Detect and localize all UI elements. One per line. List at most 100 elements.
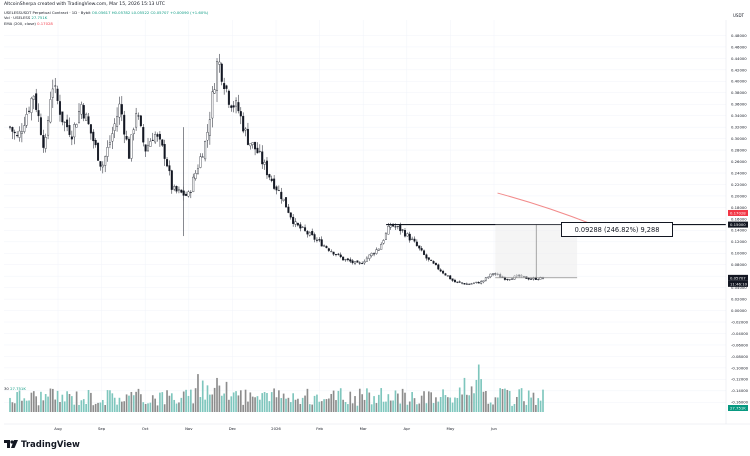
volume-bar-down (358, 388, 361, 412)
volume-bar-down (21, 400, 23, 412)
candle-up (73, 124, 76, 138)
candle-down (461, 282, 464, 284)
volume-bar-down (35, 396, 38, 412)
candle-down (287, 206, 290, 213)
candle-down (356, 260, 359, 263)
legend-symbol-row[interactable]: USELESSUSDT Perpetual Contract · 1D · By… (4, 10, 208, 15)
volume-bar-up (149, 402, 152, 412)
legend-ema-label: EMA (200, close) (4, 20, 36, 26)
candle-down (418, 245, 421, 249)
time-tick-label: Nov (185, 426, 193, 431)
candle-down (327, 248, 330, 251)
footer-brand[interactable]: TradingView (4, 438, 80, 452)
volume-bar-down (168, 395, 171, 412)
candle-up (118, 103, 121, 118)
volume-bar-down (401, 388, 404, 412)
price-badge-volume (728, 405, 748, 411)
candle-up (51, 88, 54, 98)
volume-bar-up (66, 391, 68, 412)
volume-bar-up (411, 392, 413, 412)
candle-up (406, 233, 409, 237)
volume-bar-down (94, 403, 97, 412)
candle-down (123, 114, 126, 135)
legend-ema-row[interactable]: EMA (200, close) 0.17028 (4, 21, 208, 26)
candle-down (318, 239, 321, 241)
candle-up (49, 99, 52, 123)
candle-up (173, 186, 176, 190)
volume-bar-down (389, 400, 392, 412)
candle-up (484, 277, 487, 281)
volume-bar-up (373, 396, 375, 412)
volume-bar-up (344, 402, 347, 412)
candle-down (320, 239, 323, 247)
measure-tool-label[interactable]: 0.09288 (246.82%) 9,288 (561, 222, 673, 237)
volume-bar-down (287, 397, 290, 412)
volume-bar-up (347, 404, 349, 412)
legend-symbol[interactable]: USELESSUSDT Perpetual Contract · 1D · By… (4, 10, 91, 15)
volume-bar-down (59, 402, 61, 412)
candle-down (394, 226, 397, 228)
price-tick-label: 0.22000 (731, 182, 747, 187)
volume-bar-up (261, 393, 264, 412)
price-axis[interactable]: 0.48000 0.46000 0.44000 0.42000 0.40000 0.380… (725, 20, 749, 424)
candle-up (294, 221, 297, 225)
volume-bar-up (268, 401, 271, 412)
candle-down (432, 261, 435, 264)
volume-bar-down (420, 395, 423, 412)
candle-up (387, 226, 390, 235)
candle-up (235, 100, 238, 107)
volume-bar-up (175, 403, 178, 412)
volume-bar-up (499, 388, 501, 412)
candle-up (213, 89, 216, 94)
candle-down (161, 139, 164, 146)
price-tick-label: 0.20000 (731, 193, 747, 198)
volume-bar-up (392, 400, 394, 412)
candle-down (306, 231, 309, 235)
candle-up (365, 257, 368, 262)
volume-bar-down (92, 405, 95, 412)
volume-bar-down (325, 399, 328, 412)
brand-name: TradingView (21, 440, 80, 450)
volume-bar-down (225, 381, 228, 412)
candle-up (377, 248, 380, 251)
price-tick-label: 0.40000 (731, 79, 747, 84)
price-badge-label-ema: 0.17028 (730, 210, 746, 215)
candle-down (434, 262, 437, 266)
candle-down (332, 251, 335, 255)
candle-down (16, 135, 19, 137)
time-axis[interactable]: Aug Sep Oct Nov Dec 2026 Feb Mar Apr May Jun (4, 423, 750, 431)
candle-up (218, 61, 221, 65)
volume-bar-down (194, 388, 197, 412)
candle-down (142, 127, 145, 143)
volume-bar-down (30, 392, 33, 412)
volume-bar-up (394, 390, 397, 412)
candle-up (330, 251, 333, 253)
price-tick-label: -0.12000 (731, 377, 749, 382)
price-tick-label: 0.38000 (731, 90, 747, 95)
volume-bar-down (501, 389, 504, 412)
candle-down (156, 134, 159, 137)
candle-down (227, 90, 230, 105)
candle-up (249, 143, 252, 147)
price-tick-label: 0.48000 (731, 33, 747, 38)
price-badge-countdown (728, 280, 748, 287)
volume-bar-down (192, 403, 195, 412)
candle-up (308, 232, 311, 236)
volume-bar-up (458, 387, 461, 412)
price-tick-label: 0.32000 (731, 125, 747, 130)
volume-bar-up (323, 399, 325, 412)
candle-down (261, 151, 264, 165)
price-tick-label: 0.46000 (731, 44, 747, 49)
time-tick-label: May (446, 426, 455, 431)
candle-up (380, 244, 383, 250)
candle-up (258, 150, 261, 152)
volume-bar-down (354, 396, 356, 412)
candle-down (453, 279, 456, 283)
candle-down (403, 230, 406, 237)
volume-bar-up (263, 392, 266, 412)
candle-down (139, 115, 142, 127)
legend-volume-row[interactable]: Vol · USELESS 27.751K (4, 15, 208, 20)
price-tick-label: 0.02000 (731, 297, 747, 302)
candle-down (413, 238, 416, 242)
